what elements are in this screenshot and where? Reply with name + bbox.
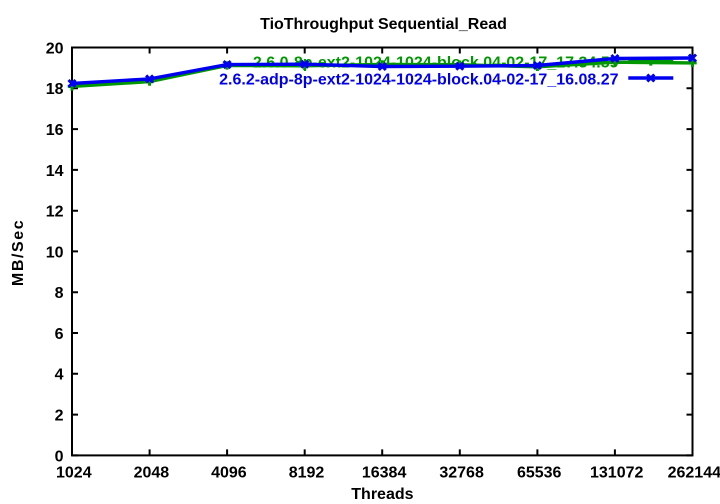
svg-text:131072: 131072 (590, 464, 643, 481)
svg-text:65536: 65536 (517, 464, 562, 481)
svg-text:18: 18 (46, 81, 64, 98)
svg-text:16384: 16384 (362, 464, 407, 481)
svg-text:0: 0 (55, 448, 64, 465)
svg-text:4: 4 (55, 367, 64, 384)
svg-text:2.6.2-adp-8p-ext2-1024-1024-bl: 2.6.2-adp-8p-ext2-1024-1024-block.04-02-… (219, 72, 618, 89)
svg-text:20: 20 (46, 40, 64, 57)
svg-text:12: 12 (46, 204, 64, 221)
svg-text:1024: 1024 (56, 464, 92, 481)
svg-text:14: 14 (46, 163, 64, 180)
svg-text:16: 16 (46, 122, 64, 139)
svg-text:2048: 2048 (134, 464, 170, 481)
svg-text:2: 2 (55, 408, 64, 425)
svg-text:4096: 4096 (211, 464, 247, 481)
svg-text:32768: 32768 (439, 464, 484, 481)
svg-text:6: 6 (55, 326, 64, 343)
svg-text:10: 10 (46, 244, 64, 261)
svg-text:Threads: Threads (351, 486, 413, 503)
svg-text:MB/Sec: MB/Sec (10, 219, 27, 286)
svg-text:262144: 262144 (668, 464, 720, 481)
svg-text:TioThroughput Sequential_Read: TioThroughput Sequential_Read (260, 16, 507, 33)
svg-text:8192: 8192 (289, 464, 325, 481)
svg-text:8: 8 (55, 285, 64, 302)
